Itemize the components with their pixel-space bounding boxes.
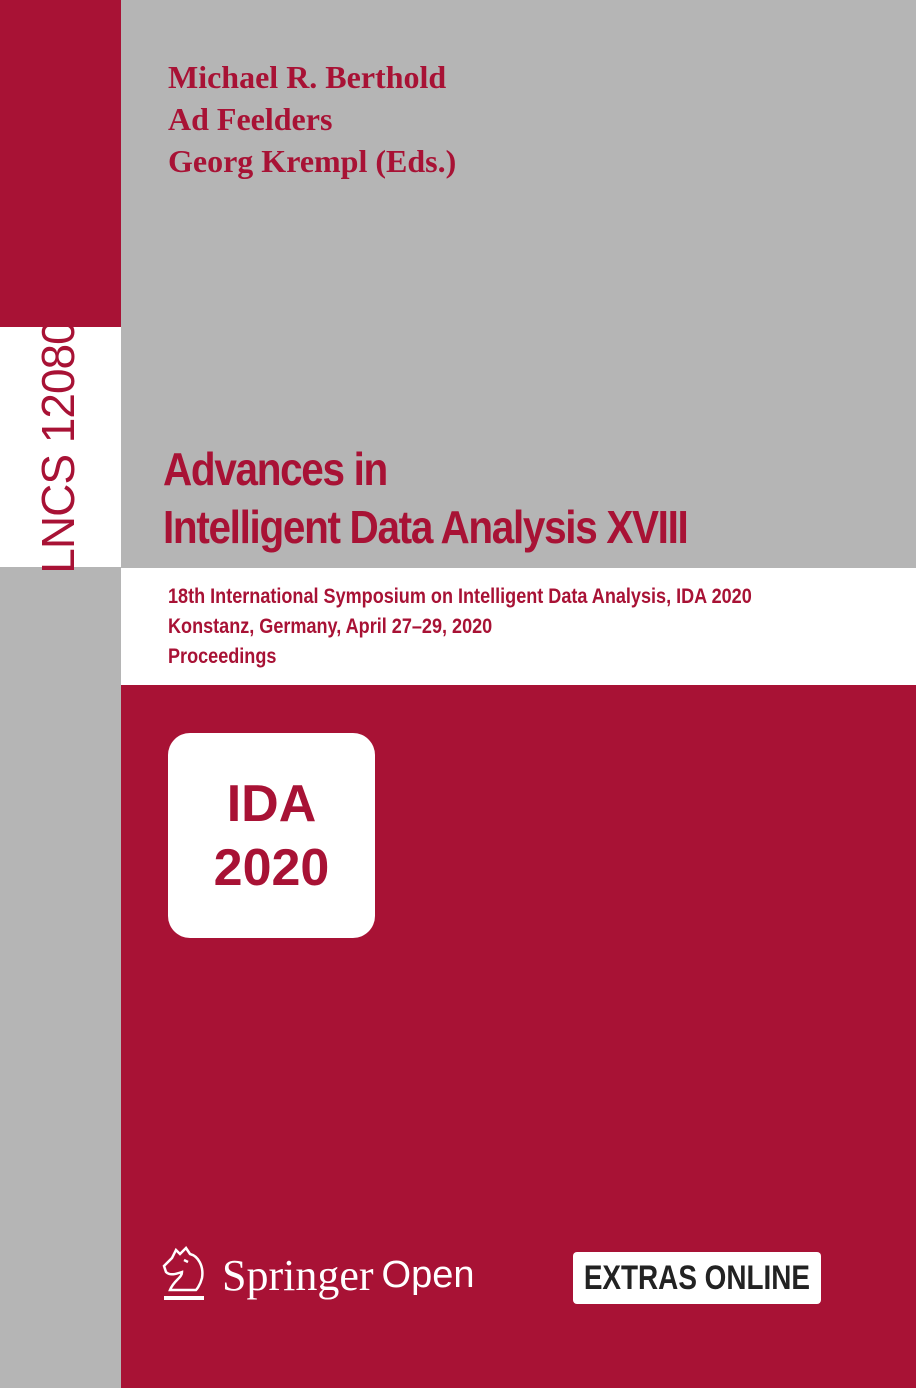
spine-strip-red [0,0,121,327]
book-subtitle: 18th International Symposium on Intellig… [168,582,752,672]
editor: Ad Feelders [168,101,333,137]
subtitle-line: 18th International Symposium on Intellig… [168,585,752,608]
title-panel [121,0,916,568]
logo-text: IDA [226,774,317,833]
subtitle-line: Konstanz, Germany, April 27–29, 2020 [168,615,493,638]
conference-logo: IDA 2020 [168,733,375,938]
editor: Michael R. Berthold [168,59,447,95]
logo-text: 2020 [213,838,330,897]
subtitle-panel [121,568,916,685]
series-number: LNCS 12080 [32,320,84,574]
subtitle-line: Proceedings [168,645,277,668]
spine-strip-white [0,327,121,567]
knight-horse-icon [162,1246,204,1300]
editors: Michael R. Berthold Ad Feelders Georg Kr… [168,56,456,182]
extras-online-label: EXTRAS ONLINE [583,1258,811,1297]
editor: Georg Krempl (Eds.) [168,143,457,179]
extras-online-badge: EXTRAS ONLINE [573,1252,821,1304]
spine-strip-gray [0,567,121,1388]
book-title: Advances in Intelligent Data Analysis XV… [163,440,689,556]
publisher-name: Springer [222,1250,374,1300]
title-line: Advances in [163,443,388,495]
publisher-imprint: Open [381,1253,475,1296]
title-line: Intelligent Data Analysis XVIII [163,501,689,553]
publisher-logo: Springer Open [160,1240,475,1310]
